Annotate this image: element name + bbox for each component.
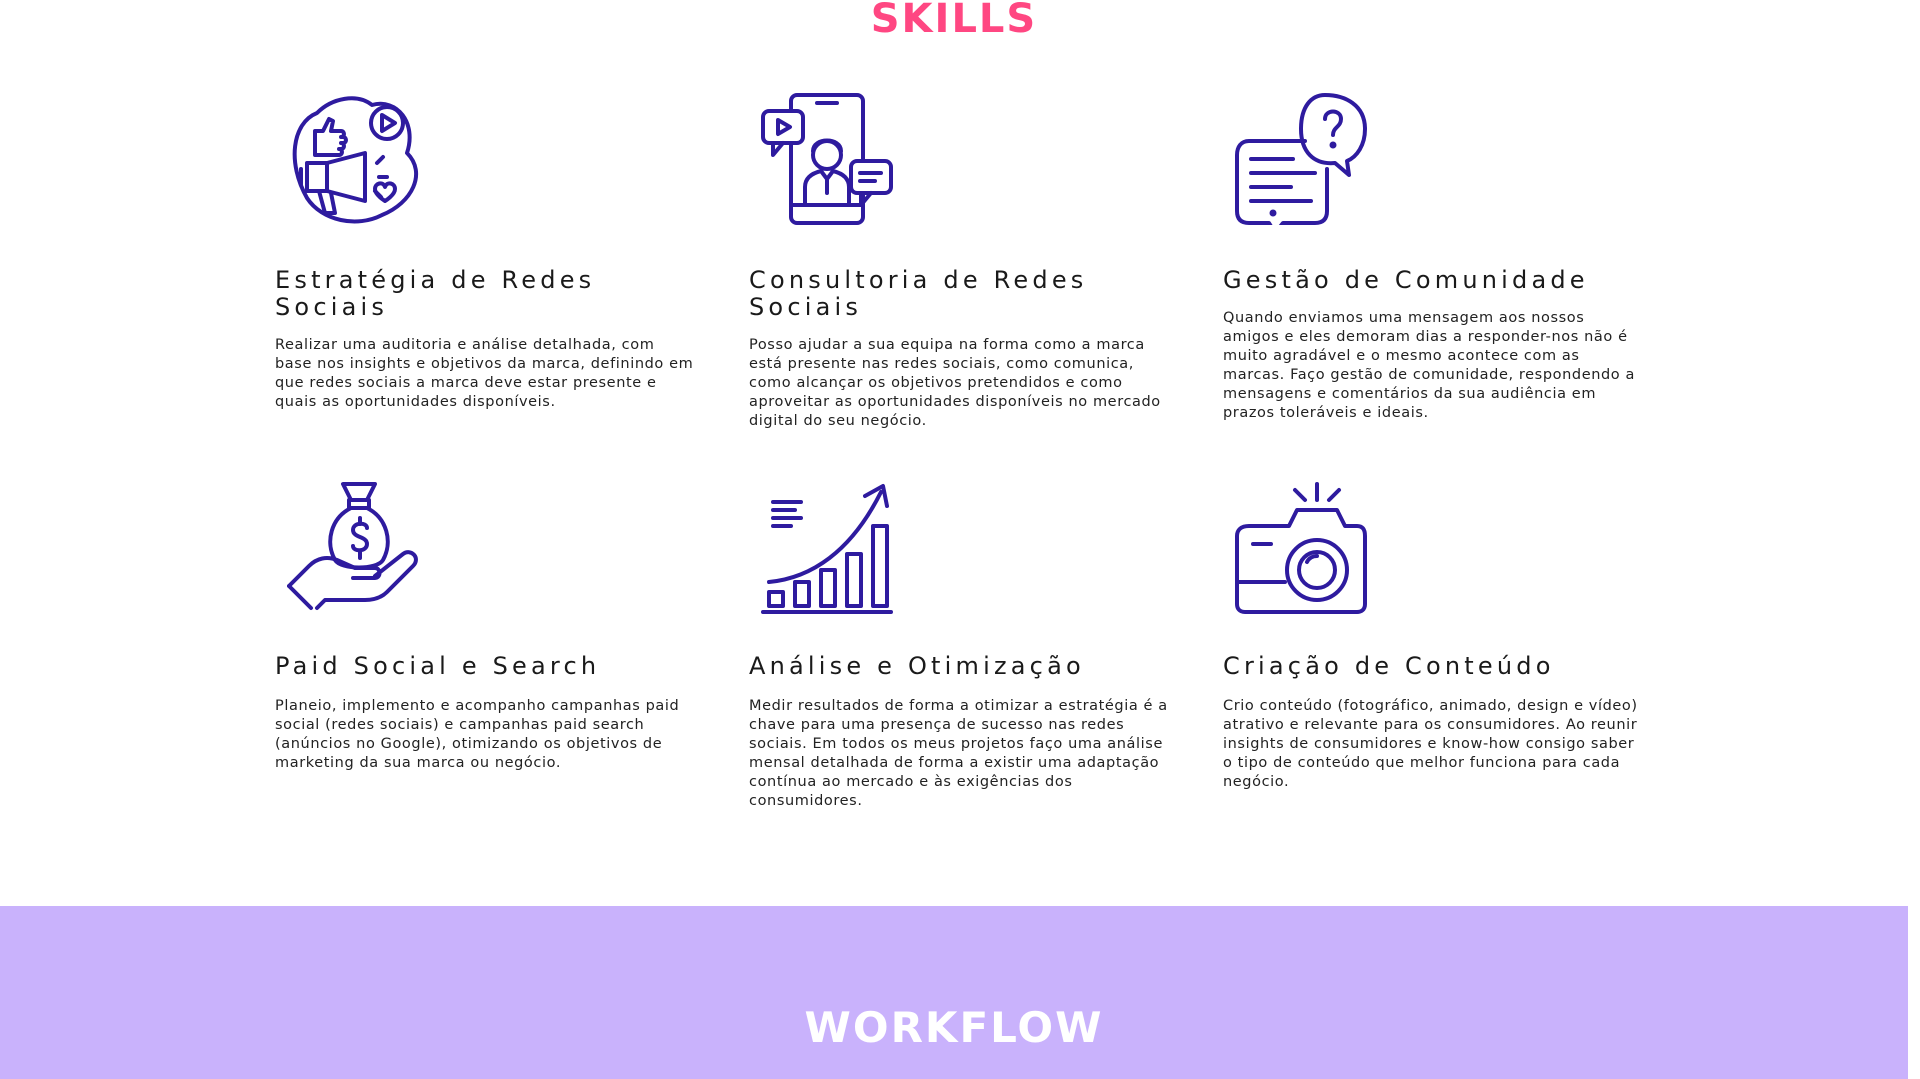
skills-section: SKILLS Estratégia d [275, 0, 1638, 809]
growth-chart-icon [761, 482, 893, 614]
chat-bubbles-icon [1235, 93, 1367, 225]
skill-heading: Estratégia de Redes Sociais [275, 266, 596, 321]
money-bag-hand-icon [287, 482, 419, 614]
camera-icon [1235, 482, 1367, 614]
skill-description: Medir resultados de forma a otimizar a e… [749, 698, 1168, 809]
skill-description: Planeio, implemento e acompanho campanha… [275, 698, 680, 771]
skill-description: Posso ajudar a sua equipa na forma como … [749, 337, 1161, 429]
skill-heading: Gestão de Comunidade [1223, 266, 1589, 294]
workflow-section: WORKFLOW [0, 906, 1908, 1079]
skill-heading: Consultoria de Redes Sociais [749, 266, 1088, 321]
phone-consultant-icon [761, 93, 893, 225]
skill-description: Crio conteúdo (fotográfico, animado, des… [1223, 698, 1638, 790]
skill-description: Quando enviamos uma mensagem aos nossos … [1223, 310, 1635, 421]
skills-title: SKILLS [870, 0, 1038, 42]
skill-heading: Análise e Otimização [749, 652, 1085, 680]
workflow-title: WORKFLOW [804, 1003, 1104, 1052]
skill-heading: Criação de Conteúdo [1223, 652, 1555, 680]
megaphone-social-icon [287, 93, 419, 225]
skill-heading: Paid Social e Search [275, 652, 601, 680]
skill-description: Realizar uma auditoria e análise detalha… [275, 337, 694, 410]
